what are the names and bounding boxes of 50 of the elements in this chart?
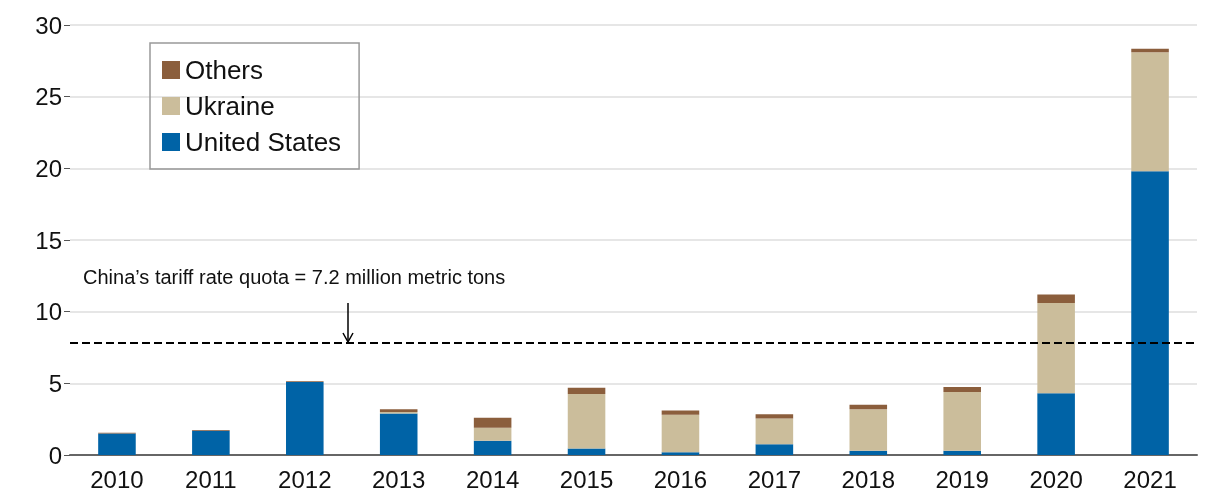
bar <box>755 418 794 445</box>
y-tick-label: 0 <box>48 441 62 469</box>
x-tick-label: 2010 <box>90 465 144 493</box>
bar <box>98 433 136 455</box>
bar <box>286 381 324 455</box>
y-tick-label: 15 <box>35 226 62 254</box>
x-tick-label: 2011 <box>185 465 237 493</box>
bar <box>849 450 888 455</box>
x-tick-label: 2017 <box>747 465 802 493</box>
bar <box>1037 294 1075 304</box>
bar <box>1037 303 1075 394</box>
bar <box>1131 171 1169 455</box>
legend-label: United States <box>185 127 342 157</box>
x-tick-label: 2018 <box>841 465 895 493</box>
bar <box>379 413 418 455</box>
bar <box>661 414 700 453</box>
bar <box>473 417 512 428</box>
x-tick-label: 2012 <box>278 465 332 493</box>
bar <box>1037 393 1075 455</box>
x-tick-label: 2015 <box>559 465 614 493</box>
x-tick-label: 2016 <box>653 465 708 493</box>
bar <box>473 427 512 441</box>
bar <box>943 391 981 451</box>
y-tick-label: 20 <box>35 154 62 182</box>
x-tick-label: 2020 <box>1029 465 1083 493</box>
x-tick-label: 2021 <box>1123 465 1177 493</box>
bar <box>192 430 230 455</box>
x-tick-label: 2013 <box>372 465 426 493</box>
x-tick-label: 2014 <box>465 465 520 493</box>
bar <box>567 394 606 449</box>
bar <box>755 444 794 455</box>
y-tick-label: 10 <box>35 298 62 326</box>
bar <box>849 409 888 451</box>
y-tick-label: 25 <box>35 83 62 111</box>
annotation: China’s tariff rate quota = 7.2 million metric tons <box>83 266 506 289</box>
y-tick-label: 30 <box>35 11 62 39</box>
bar <box>943 450 981 455</box>
bar <box>661 410 700 415</box>
y-tick-label: 5 <box>48 369 62 397</box>
bar <box>661 452 700 455</box>
bar <box>1131 52 1169 172</box>
bar <box>473 440 512 455</box>
legend-label: Ukraine <box>185 91 275 121</box>
x-tick-label: 2019 <box>935 465 989 493</box>
bar <box>567 387 606 395</box>
legend-label: Others <box>185 55 264 85</box>
bar <box>943 386 981 392</box>
bar <box>755 414 794 419</box>
bar <box>849 404 888 410</box>
bar <box>567 448 606 455</box>
